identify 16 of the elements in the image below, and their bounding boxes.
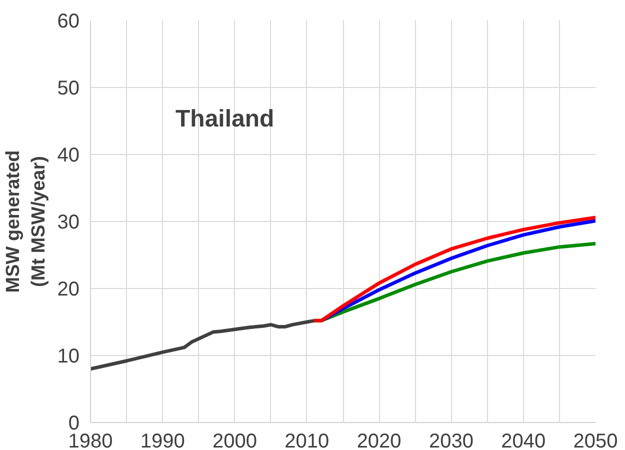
y-tick-label: 20 [57,278,80,300]
x-tick-label: 2030 [428,430,474,450]
y-tick-label: 40 [57,144,80,166]
y-tick-label: 10 [57,346,80,368]
y-tick-label: 60 [57,10,80,32]
x-tick-label: 2040 [501,430,546,450]
x-tick-label: 2010 [284,430,330,450]
annotation: Thailand [176,106,274,132]
x-tick-label: 2000 [212,430,258,450]
line-series [90,318,316,371]
x-tick-label: 2050 [573,430,618,450]
x-tick-label: 1990 [140,430,185,450]
y-axis-title: MSW generated (Mt MSW/year) [3,150,50,293]
x-tick-label: 2020 [356,430,402,450]
y-tick-label: 30 [57,212,80,234]
y-tick-label: 50 [57,78,80,100]
